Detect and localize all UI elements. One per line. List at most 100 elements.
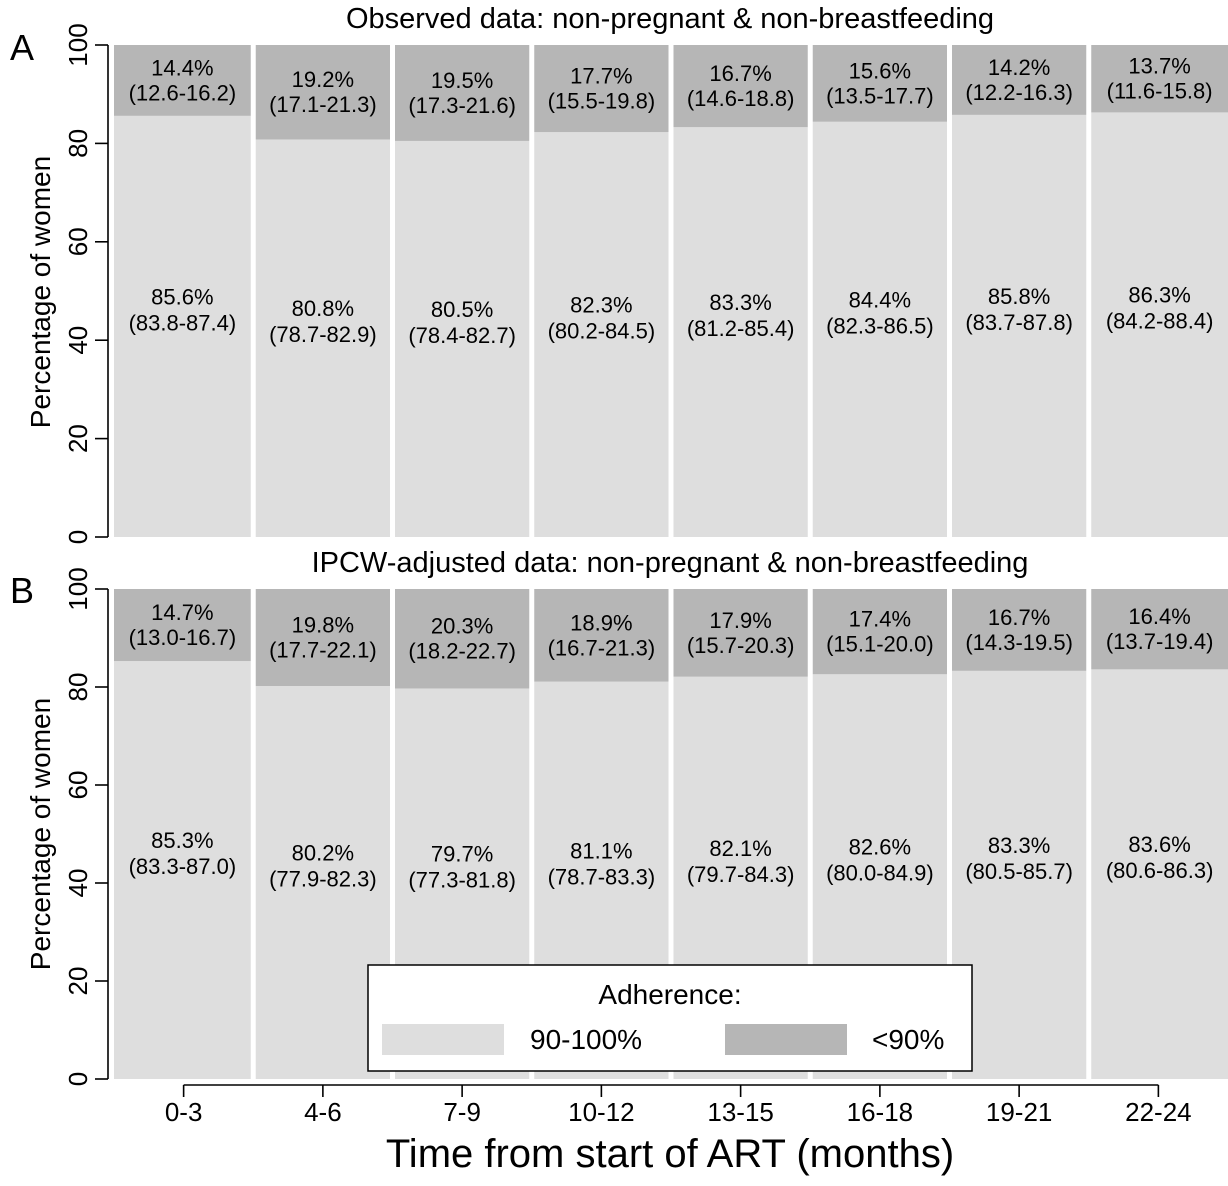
legend-swatch-high-adherence — [382, 1024, 504, 1055]
bar-high-adherence — [812, 121, 947, 537]
bar-ci-high-adherence: (77.3-81.8) — [408, 868, 516, 893]
bar-label-low-adherence: 19.8% — [292, 613, 354, 638]
panel-a-bar-labels: 85.6%(83.8-87.4)14.4%(12.6-16.2)80.8%(78… — [129, 54, 1214, 348]
panel-b-label: B — [10, 570, 34, 611]
bar-ci-high-adherence: (84.2-88.4) — [1106, 309, 1214, 334]
y-tick-label: 0 — [63, 530, 93, 544]
bar-label-high-adherence: 82.6% — [849, 835, 911, 860]
bar-label-low-adherence: 16.4% — [1128, 604, 1190, 629]
bar-ci-low-adherence: (13.7-19.4) — [1106, 629, 1214, 654]
bar-low-adherence — [255, 45, 390, 140]
bar-high-adherence — [255, 139, 390, 538]
panel-b-x-axis: 0-3 4-6 7-9 10-12 13-15 16-18 19-21 22-24 — [165, 1084, 1192, 1127]
bar-ci-low-adherence: (16.7-21.3) — [548, 635, 656, 660]
bar-low-adherence — [1091, 589, 1228, 670]
bar-ci-high-adherence: (82.3-86.5) — [826, 313, 934, 338]
bar-ci-high-adherence: (80.0-84.9) — [826, 861, 934, 886]
bar-high-adherence — [1091, 669, 1228, 1079]
y-tick-label: 80 — [63, 129, 93, 158]
bar-ci-high-adherence: (78.7-83.3) — [548, 864, 656, 889]
bar-label-high-adherence: 85.3% — [151, 828, 213, 853]
bar-label-low-adherence: 17.7% — [570, 64, 632, 89]
bar-label-high-adherence: 80.2% — [292, 841, 354, 866]
bar-label-low-adherence: 20.3% — [431, 614, 493, 639]
panel-b-y-axis-label: Percentage of women — [25, 698, 56, 970]
bar-ci-high-adherence: (79.7-84.3) — [687, 862, 795, 887]
bar-high-adherence — [114, 661, 251, 1079]
bar-low-adherence — [114, 589, 251, 662]
y-tick-label: 40 — [63, 326, 93, 355]
bar-label-low-adherence: 13.7% — [1128, 54, 1190, 79]
y-tick-label: 60 — [63, 227, 93, 256]
bar-ci-low-adherence: (17.7-22.1) — [269, 638, 377, 663]
bar-ci-high-adherence: (80.6-86.3) — [1106, 858, 1214, 883]
bar-high-adherence — [1091, 112, 1228, 538]
bar-ci-low-adherence: (14.3-19.5) — [965, 630, 1073, 655]
x-tick-label: 13-15 — [707, 1097, 774, 1127]
bar-label-low-adherence: 16.7% — [988, 605, 1050, 630]
legend-swatch-low-adherence — [725, 1024, 847, 1055]
panel-a-bars — [114, 45, 1228, 538]
bar-low-adherence — [255, 589, 390, 687]
bar-low-adherence — [395, 589, 530, 689]
bar-label-low-adherence: 19.5% — [431, 68, 493, 93]
y-tick-label: 40 — [63, 869, 93, 898]
bar-ci-low-adherence: (17.1-21.3) — [269, 92, 377, 117]
bar-label-high-adherence: 80.8% — [292, 296, 354, 321]
bar-label-high-adherence: 86.3% — [1128, 283, 1190, 308]
bar-low-adherence — [952, 45, 1087, 115]
bar-label-low-adherence: 14.2% — [988, 55, 1050, 80]
bar-low-adherence — [673, 589, 808, 677]
bar-high-adherence — [114, 115, 251, 538]
bar-ci-high-adherence: (80.2-84.5) — [548, 319, 656, 344]
y-tick-label: 100 — [63, 567, 93, 610]
bar-ci-high-adherence: (78.7-82.9) — [269, 322, 377, 347]
panel-a-label: A — [10, 27, 34, 68]
bar-low-adherence — [673, 45, 808, 128]
y-tick-label: 20 — [63, 967, 93, 996]
legend: Adherence: 90-100% <90% — [367, 964, 973, 1072]
bar-label-high-adherence: 83.6% — [1128, 832, 1190, 857]
bar-label-low-adherence: 14.4% — [151, 55, 213, 80]
bar-label-low-adherence: 14.7% — [151, 600, 213, 625]
x-tick-label: 16-18 — [847, 1097, 914, 1127]
bar-label-high-adherence: 80.5% — [431, 297, 493, 322]
bar-ci-high-adherence: (83.8-87.4) — [129, 310, 237, 335]
panel-a-title: Observed data: non-pregnant & non-breast… — [346, 3, 994, 35]
panel-b-title: IPCW-adjusted data: non-pregnant & non-b… — [312, 547, 1029, 579]
bar-high-adherence — [395, 140, 530, 537]
x-tick-label: 10-12 — [568, 1097, 635, 1127]
x-tick-label: 19-21 — [986, 1097, 1053, 1127]
bar-label-low-adherence: 18.9% — [570, 610, 632, 635]
y-tick-label: 20 — [63, 424, 93, 453]
bar-low-adherence — [534, 589, 669, 682]
x-tick-label: 7-9 — [443, 1097, 481, 1127]
bar-ci-high-adherence: (81.2-85.4) — [687, 316, 795, 341]
x-tick-label: 0-3 — [165, 1097, 203, 1127]
bar-ci-high-adherence: (77.9-82.3) — [269, 867, 377, 892]
bar-label-low-adherence: 17.9% — [709, 608, 771, 633]
x-tick-label: 22-24 — [1125, 1097, 1192, 1127]
bar-ci-low-adherence: (18.2-22.7) — [408, 639, 516, 664]
bar-ci-low-adherence: (15.5-19.8) — [548, 89, 656, 114]
bar-ci-low-adherence: (15.1-20.0) — [826, 632, 934, 657]
bar-label-low-adherence: 19.2% — [292, 67, 354, 92]
bar-ci-low-adherence: (13.5-17.7) — [826, 83, 934, 108]
panel-b-y-axis: 0 20 40 60 80 100 — [63, 567, 109, 1086]
bar-high-adherence — [952, 114, 1087, 537]
bar-low-adherence — [812, 589, 947, 675]
y-tick-label: 80 — [63, 673, 93, 702]
bar-label-high-adherence: 82.1% — [709, 836, 771, 861]
bar-low-adherence — [114, 45, 251, 116]
bar-low-adherence — [952, 589, 1087, 671]
bar-ci-low-adherence: (17.3-21.6) — [408, 93, 516, 118]
bar-ci-low-adherence: (13.0-16.7) — [129, 625, 237, 650]
bar-ci-low-adherence: (12.2-16.3) — [965, 80, 1073, 105]
bar-label-low-adherence: 17.4% — [849, 607, 911, 632]
bar-ci-high-adherence: (83.7-87.8) — [965, 310, 1073, 335]
y-tick-label: 0 — [63, 1072, 93, 1086]
panel-b-bar-labels: 85.3%(83.3-87.0)14.7%(13.0-16.7)80.2%(77… — [129, 600, 1214, 893]
x-tick-label: 4-6 — [304, 1097, 342, 1127]
bar-low-adherence — [1091, 45, 1228, 113]
